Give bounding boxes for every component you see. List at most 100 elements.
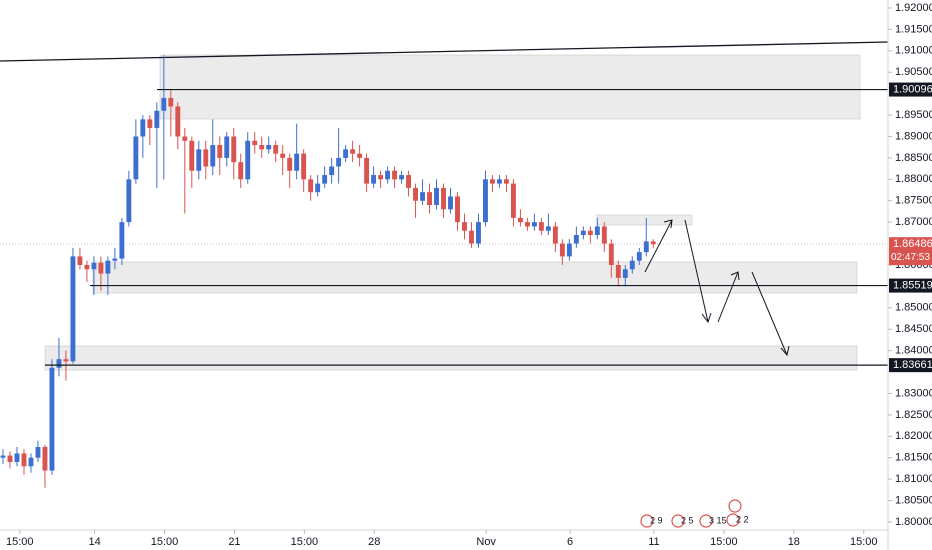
y-tick-label: 1.89500 bbox=[895, 109, 932, 121]
candle-body bbox=[7, 455, 13, 462]
candle-body bbox=[105, 260, 111, 274]
x-tick-label: 6 bbox=[567, 536, 573, 548]
y-tick-label: 1.84500 bbox=[895, 323, 932, 335]
candle-body bbox=[287, 157, 293, 171]
y-tick-label: 1.80000 bbox=[895, 516, 932, 528]
event-icon bbox=[640, 514, 654, 528]
candle-body bbox=[140, 119, 146, 137]
candle-body bbox=[245, 140, 251, 180]
candle-body bbox=[259, 145, 265, 150]
event-icon bbox=[728, 499, 742, 513]
level-label-box bbox=[889, 358, 932, 373]
candle-body bbox=[455, 196, 460, 223]
candle-body bbox=[119, 222, 125, 259]
candle-body bbox=[133, 136, 139, 180]
candle-body bbox=[441, 187, 446, 210]
candle-body bbox=[622, 269, 628, 278]
x-tick-label: 15:00 bbox=[710, 536, 738, 548]
candle-body bbox=[629, 260, 635, 270]
candle-body bbox=[615, 264, 621, 278]
candle-body bbox=[503, 179, 509, 184]
arrow bbox=[751, 271, 790, 357]
x-tick-label: 11 bbox=[648, 536, 659, 548]
x-tick-label: 14 bbox=[88, 536, 100, 548]
zone bbox=[596, 214, 693, 226]
candle-body bbox=[98, 262, 104, 274]
candle-body bbox=[0, 455, 6, 458]
candle-body bbox=[322, 175, 328, 184]
x-tick-label: 15:00 bbox=[850, 536, 878, 548]
event-count: 2 5 bbox=[681, 515, 694, 525]
candle-body bbox=[636, 252, 642, 261]
candle-body bbox=[587, 230, 593, 235]
event-icon bbox=[726, 513, 740, 527]
arrows bbox=[644, 219, 790, 357]
candle-body bbox=[315, 183, 321, 193]
level-label: 1.90096 bbox=[893, 83, 932, 95]
candle-body bbox=[580, 230, 586, 235]
candle-body bbox=[573, 234, 579, 244]
candle-body bbox=[49, 367, 55, 471]
candle-body bbox=[168, 97, 174, 107]
event-icon bbox=[671, 514, 685, 528]
candle-body bbox=[280, 153, 286, 158]
candle-body bbox=[538, 222, 544, 231]
trendline bbox=[0, 41, 889, 62]
candle-body bbox=[21, 453, 27, 467]
y-tick-label: 1.81000 bbox=[895, 473, 932, 485]
candle-body bbox=[559, 243, 565, 257]
candle-body bbox=[399, 175, 405, 180]
y-tick-label: 1.89000 bbox=[895, 130, 932, 142]
candle-body bbox=[531, 222, 537, 227]
candle-body bbox=[203, 149, 209, 167]
x-tick-label: 15:00 bbox=[6, 536, 34, 548]
last-price-label: 1.86486 bbox=[893, 238, 932, 250]
candle-body bbox=[70, 256, 76, 362]
candle-body bbox=[476, 222, 481, 244]
zone bbox=[44, 345, 858, 371]
y-tick-label: 1.85000 bbox=[895, 302, 932, 314]
event-icon bbox=[699, 514, 713, 528]
y-tick-label: 1.90500 bbox=[895, 66, 932, 78]
candle-body bbox=[63, 359, 69, 362]
candle-body bbox=[490, 179, 495, 184]
candle-body bbox=[112, 258, 118, 261]
candle-body bbox=[552, 226, 558, 244]
candle-body bbox=[182, 136, 188, 141]
candle-body bbox=[161, 97, 167, 111]
candle-body bbox=[266, 145, 272, 150]
candle-body bbox=[364, 157, 370, 184]
candle-body bbox=[42, 446, 48, 471]
level-label: 1.83661 bbox=[893, 359, 932, 371]
level-label-box bbox=[889, 278, 932, 293]
candle-body bbox=[252, 140, 258, 146]
candle-body bbox=[524, 222, 530, 227]
candle-body bbox=[350, 149, 356, 154]
candle-body bbox=[378, 175, 384, 180]
countdown: 02:47:53 bbox=[891, 252, 930, 263]
candle-body bbox=[462, 222, 467, 231]
candle-body bbox=[196, 149, 202, 171]
candle-body bbox=[601, 226, 607, 244]
drawings bbox=[44, 54, 861, 371]
candle-body bbox=[497, 179, 502, 184]
candle-body bbox=[545, 226, 551, 231]
y-tick-label: 1.88000 bbox=[895, 173, 932, 185]
candle-body bbox=[238, 162, 244, 180]
candle-body bbox=[273, 145, 279, 154]
y-tick-label: 1.82500 bbox=[895, 409, 932, 421]
candle-body bbox=[189, 140, 195, 171]
candle-body bbox=[56, 359, 62, 368]
level-label-box bbox=[889, 82, 932, 97]
candle-body bbox=[448, 196, 453, 210]
candle-body bbox=[217, 145, 223, 158]
candle-body bbox=[517, 217, 523, 223]
level-label: 1.85519 bbox=[893, 279, 932, 291]
candle-body bbox=[510, 183, 516, 218]
candle-body bbox=[357, 153, 363, 158]
y-tick-label: 1.83000 bbox=[895, 387, 932, 399]
candle-body bbox=[28, 457, 34, 467]
candle-body bbox=[308, 179, 314, 193]
candle-body bbox=[126, 179, 132, 223]
x-tick-label: 28 bbox=[368, 536, 380, 548]
